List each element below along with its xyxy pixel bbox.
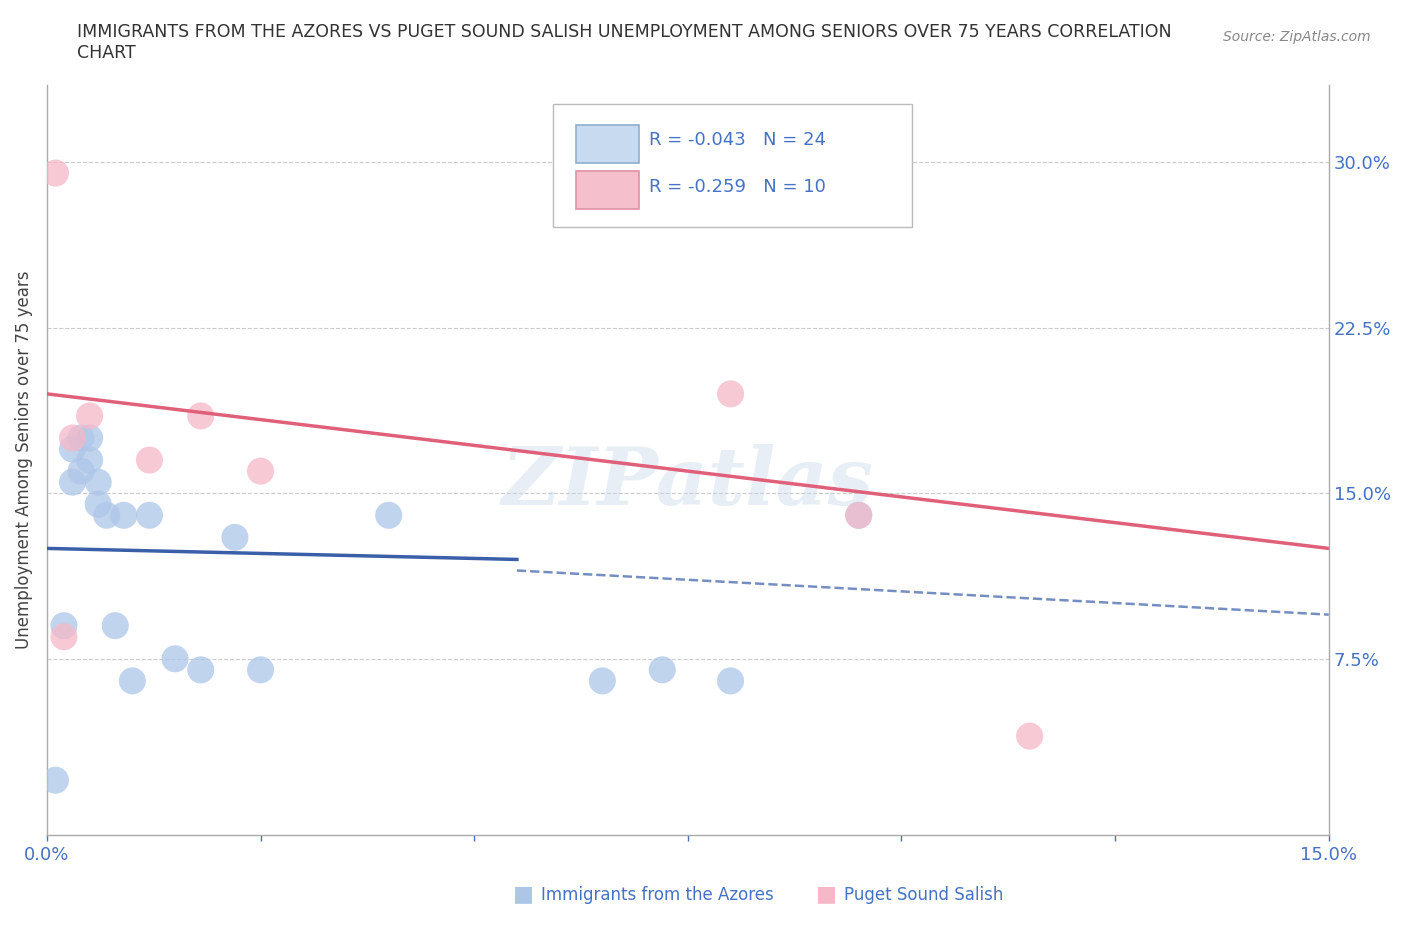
Point [651, 662, 673, 677]
Text: IMMIGRANTS FROM THE AZORES VS PUGET SOUND SALISH UNEMPLOYMENT AMONG SENIORS OVER: IMMIGRANTS FROM THE AZORES VS PUGET SOUN… [77, 23, 1173, 62]
Point [591, 673, 613, 688]
Point [121, 673, 143, 688]
Point [249, 662, 271, 677]
Point [62, 474, 84, 489]
Point [104, 618, 127, 633]
Text: R = -0.043   N = 24: R = -0.043 N = 24 [650, 131, 827, 150]
Y-axis label: Unemployment Among Seniors over 75 years: Unemployment Among Seniors over 75 years [15, 271, 32, 649]
Point [62, 442, 84, 457]
Point [848, 508, 870, 523]
Point [53, 618, 76, 633]
Point [1018, 728, 1040, 743]
Point [87, 497, 110, 512]
Text: ■: ■ [815, 884, 837, 904]
Point [377, 508, 399, 523]
Text: Immigrants from the Azores: Immigrants from the Azores [541, 886, 775, 904]
Text: ZIPatlas: ZIPatlas [502, 444, 875, 522]
FancyBboxPatch shape [553, 103, 912, 227]
Point [720, 386, 742, 401]
Point [720, 673, 742, 688]
Point [44, 166, 66, 180]
Point [70, 431, 93, 445]
Point [190, 408, 212, 423]
Text: Puget Sound Salish: Puget Sound Salish [844, 886, 1002, 904]
Point [112, 508, 135, 523]
Point [70, 464, 93, 479]
Point [165, 651, 187, 666]
Point [79, 453, 101, 468]
Point [96, 508, 118, 523]
Text: Source: ZipAtlas.com: Source: ZipAtlas.com [1223, 30, 1371, 44]
Point [224, 530, 246, 545]
Point [249, 464, 271, 479]
Point [79, 408, 101, 423]
FancyBboxPatch shape [576, 125, 640, 163]
Point [190, 662, 212, 677]
Point [138, 508, 160, 523]
Point [53, 630, 76, 644]
Point [44, 773, 66, 788]
Point [138, 453, 160, 468]
Text: R = -0.259   N = 10: R = -0.259 N = 10 [650, 178, 827, 196]
Point [79, 431, 101, 445]
Point [62, 431, 84, 445]
FancyBboxPatch shape [576, 171, 640, 209]
Point [848, 508, 870, 523]
Point [87, 474, 110, 489]
Text: ■: ■ [513, 884, 534, 904]
